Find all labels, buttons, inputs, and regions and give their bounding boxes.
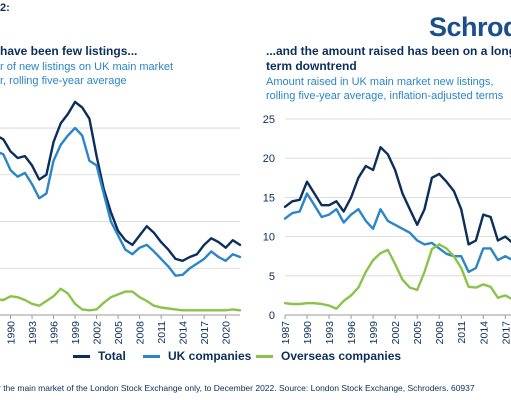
right-chart-y-tick-label-25: 25	[263, 114, 275, 126]
right-chart-x-tick-label-2011: 2011	[456, 321, 468, 344]
right-chart-x-tick-label-2002: 2002	[390, 321, 402, 345]
right-chart-x-tick-label-1993: 1993	[324, 321, 336, 345]
legend-label-uk: UK companies	[168, 349, 252, 363]
legend-swatch-uk	[143, 354, 160, 358]
left-chart-subtitle-line-2: r, rolling five-year average	[0, 75, 127, 87]
left-chart-x-tick-label-1996: 1996	[49, 321, 61, 345]
right-chart-y-tick-label-5: 5	[269, 271, 275, 283]
right-chart-x-tick-label-1999: 1999	[368, 321, 380, 345]
right-chart-y-tick-label-20: 20	[263, 153, 275, 165]
right-chart-y-tick-label-15: 15	[263, 192, 275, 204]
right-chart-y-tick-label-0: 0	[269, 310, 275, 322]
left-chart-x-tick-label-1990: 1990	[6, 321, 18, 345]
right-chart-x-tick-label-1996: 1996	[346, 321, 358, 345]
left-chart-title: have been few listings...	[0, 44, 138, 58]
left-chart-x-tick-label-2020: 2020	[221, 321, 233, 345]
right-chart-subtitle-line-2: rolling five-year average, inflation-adj…	[266, 90, 504, 102]
legend-item-overseas: Overseas companies	[256, 349, 401, 363]
right-chart-x-tick-label-1990: 1990	[302, 321, 314, 345]
right-chart-x-tick-label-1987: 1987	[280, 321, 292, 345]
legend-item-total: Total	[73, 349, 126, 363]
right-chart-x-tick-label-2017: 2017	[500, 321, 511, 345]
legend: Total UK companies Overseas companies	[0, 349, 511, 365]
legend-swatch-total	[73, 354, 90, 358]
brand-logo: Schrod	[428, 12, 511, 42]
left-chart-x-tick-label-2008: 2008	[135, 321, 147, 345]
left-chart-series-total	[0, 100, 242, 262]
right-chart-x-tick-label-2014: 2014	[478, 321, 490, 345]
left-chart-x-tick-label-1993: 1993	[27, 321, 39, 345]
right-line-chart: 0 5 10 15 20 25 1987 1990 1993 1996 1999 2002 2005 20…	[263, 114, 511, 344]
footnote: r the main market of the London Stock Ex…	[0, 383, 475, 393]
right-chart-series-uk-companies	[283, 192, 511, 274]
figure-label: 2:	[0, 2, 10, 14]
right-chart-series-total	[283, 146, 511, 246]
legend-item-uk: UK companies	[143, 349, 251, 363]
left-chart-subtitle-line-1: r of new listings on UK main market	[0, 61, 174, 73]
left-chart-x-tick-label-2005: 2005	[113, 321, 125, 345]
legend-label-overseas: Overseas companies	[281, 349, 402, 363]
left-chart-x-tick-label-2014: 2014	[178, 321, 190, 345]
right-chart-x-tick-label-2008: 2008	[434, 321, 446, 345]
legend-swatch-overseas	[256, 354, 273, 358]
right-chart-x-tick-label-2005: 2005	[412, 321, 424, 345]
right-chart-series-overseas-companies	[283, 243, 511, 310]
left-chart-x-tick-label-2017: 2017	[199, 321, 211, 345]
left-chart-series-uk-companies	[0, 126, 242, 277]
left-chart-x-tick-label-1999: 1999	[70, 321, 82, 345]
right-chart-title-line-1: ...and the amount raised has been on a l…	[266, 44, 511, 58]
legend-label-total: Total	[98, 349, 126, 363]
left-chart-x-tick-label-2011: 2011	[156, 321, 168, 344]
left-chart-series-overseas-companies	[0, 287, 242, 312]
left-line-chart: 1990 1993 1996 1999 2002 2005 2008 2011 2014 2017…	[0, 100, 242, 345]
right-chart-y-tick-label-10: 10	[263, 232, 275, 244]
right-chart-subtitle-line-1: Amount raised in UK main market new list…	[266, 76, 494, 88]
right-chart-title-line-2: term downtrend	[266, 59, 357, 73]
left-chart-x-tick-label-2002: 2002	[92, 321, 104, 345]
